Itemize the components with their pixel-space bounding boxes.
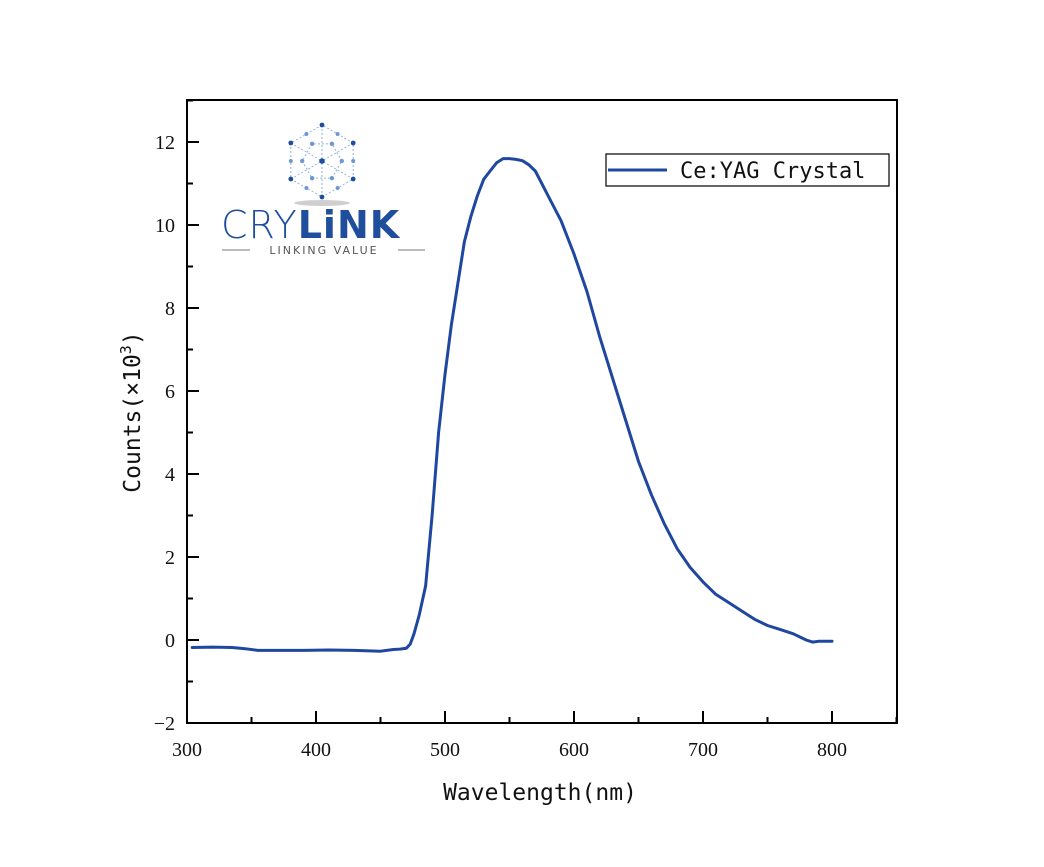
y-axis-title-multiplier: ×10 <box>120 354 146 396</box>
y-tick-label: 0 <box>165 630 175 652</box>
logo-shadow <box>294 200 350 206</box>
logo-wordmark: CRYLiNK <box>221 203 401 247</box>
legend-label: Ce:YAG Crystal <box>680 159 865 184</box>
logo-tagline: LINKING VALUE <box>269 244 378 257</box>
x-axis-title: Wavelength(nm) <box>443 780 637 806</box>
y-tick-label: 6 <box>165 381 175 403</box>
y-axis-title-close: ) <box>120 331 146 345</box>
series-line-ce-yag <box>190 157 834 653</box>
y-tick-label: 2 <box>165 547 175 569</box>
y-tick-label: 10 <box>155 215 175 237</box>
x-axis-ticks: 300 400 500 600 700 800 <box>172 711 898 761</box>
x-tick-label: 500 <box>430 739 460 761</box>
crylink-logo: CRYLiNK LINKING VALUE <box>221 122 425 257</box>
y-tick-label: 8 <box>165 298 175 320</box>
plot-frame <box>186 99 898 724</box>
x-tick-label: 700 <box>688 739 718 761</box>
crystal-lattice-icon <box>288 122 356 200</box>
x-tick-label: 800 <box>817 739 847 761</box>
y-axis-title-main: Counts( <box>120 396 146 493</box>
svg-text:Counts(×103): Counts(×103) <box>117 331 146 492</box>
y-axis-ticks: −2 0 2 4 6 8 10 12 <box>154 99 199 735</box>
legend: Ce:YAG Crystal <box>605 153 890 187</box>
x-tick-label: 400 <box>301 739 331 761</box>
y-axis-title-exponent: 3 <box>117 345 135 354</box>
y-tick-label: 4 <box>165 464 175 486</box>
x-tick-label: 300 <box>172 739 202 761</box>
y-axis-title: Counts(×103) <box>117 331 146 492</box>
y-tick-label: −2 <box>154 713 175 735</box>
x-tick-label: 600 <box>559 739 589 761</box>
y-tick-label: 12 <box>155 132 175 154</box>
